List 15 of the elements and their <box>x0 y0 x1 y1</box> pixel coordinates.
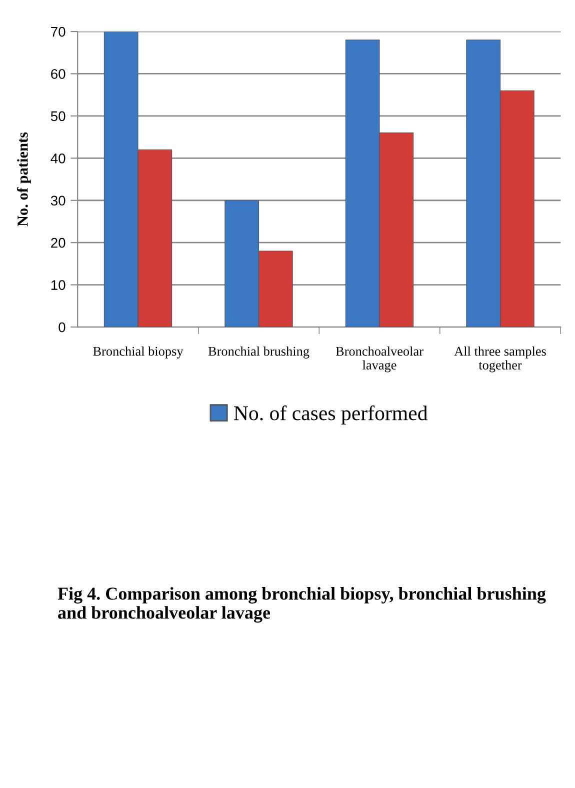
x-tick-label: Bronchial brushing <box>208 346 310 358</box>
y-axis-title: No. of patients <box>16 132 31 226</box>
y-tick-label: 70 <box>51 26 66 37</box>
y-tick-label: 0 <box>58 322 66 332</box>
x-tick-label: Bronchial biopsy <box>93 346 184 358</box>
y-tick-label: 20 <box>51 238 66 248</box>
x-tick-label: Bronchoalveolar lavage <box>336 346 424 372</box>
y-tick-label: 40 <box>50 153 66 164</box>
caption: Fig 4. Comparison among bronchial biopsy, bronchial brushing and bronchoalveolar lavage <box>58 587 546 623</box>
y-tick-label: 60 <box>51 69 66 79</box>
legend-label: No. of cases performed <box>234 405 428 425</box>
y-tick-label: 30 <box>50 196 66 206</box>
y-tick-label: 50 <box>50 111 66 122</box>
y-tick-label: 10 <box>51 280 66 290</box>
x-tick-label: All three samples together <box>454 346 546 372</box>
